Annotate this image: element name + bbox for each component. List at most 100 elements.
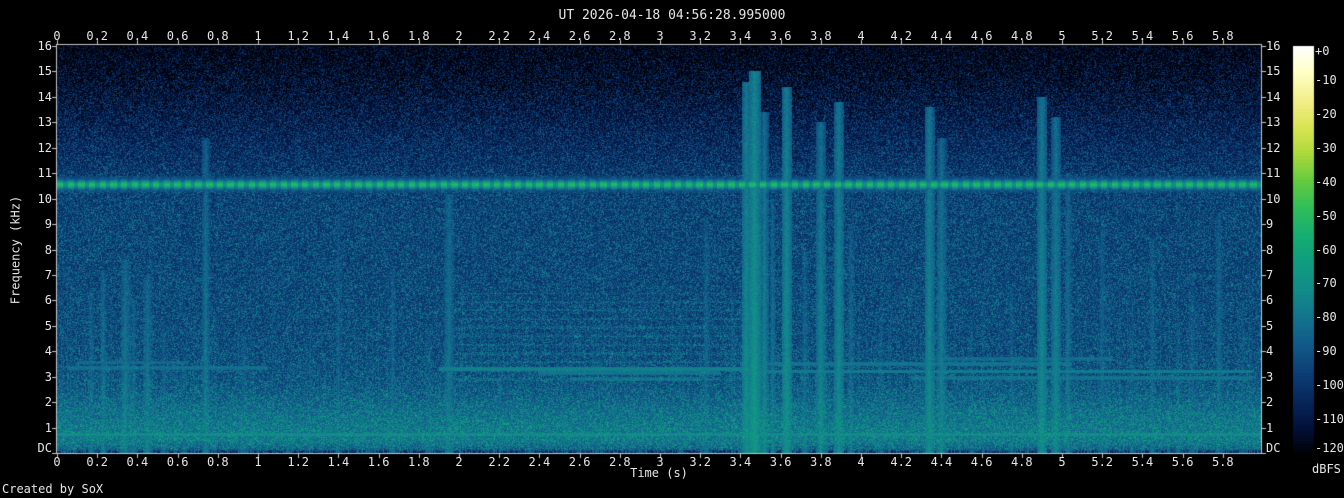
x-tick-label-top: 1.2 xyxy=(287,29,310,43)
y-tick-label-right: 14 xyxy=(1266,89,1281,104)
colorbar-tick-label: -70 xyxy=(1315,276,1337,291)
x-tick-label-bottom: 4.4 xyxy=(930,455,953,469)
x-tick-label-bottom: 2.8 xyxy=(608,455,631,469)
x-tick-label-top: 5 xyxy=(1058,29,1066,43)
y-tick-label-right: 3 xyxy=(1266,369,1274,384)
x-tick-label-bottom: 5.4 xyxy=(1131,455,1154,469)
x-tick-label-top: 1 xyxy=(254,29,262,43)
x-tick-label-bottom: 3 xyxy=(656,455,664,469)
y-tick-label-left: 11 xyxy=(37,166,52,181)
y-tick-label-left: 15 xyxy=(37,64,52,79)
x-tick-label-top: 1.8 xyxy=(407,29,430,43)
x-tick-label-bottom: 4.2 xyxy=(890,455,913,469)
x-tick-label-top: 1.6 xyxy=(367,29,390,43)
y-tick-label-right: 10 xyxy=(1266,191,1281,206)
y-tick-label-right: 6 xyxy=(1266,293,1274,308)
x-tick-label-top: 5.6 xyxy=(1171,29,1194,43)
y-tick-label-left: DC xyxy=(37,441,52,455)
y-tick-label-left: 7 xyxy=(44,267,52,282)
x-tick-label-top: 4 xyxy=(857,29,865,43)
x-tick-label-bottom: 1.4 xyxy=(327,455,350,469)
y-tick-label-left: 9 xyxy=(44,217,52,232)
x-tick-label-bottom: 5.8 xyxy=(1211,455,1234,469)
colorbar-tick-label: -60 xyxy=(1315,242,1337,257)
x-tick-label-bottom: 5.2 xyxy=(1091,455,1114,469)
x-tick-label-top: 2.8 xyxy=(608,29,631,43)
x-tick-label-bottom: 4.8 xyxy=(1010,455,1033,469)
x-tick-label-bottom: 5.6 xyxy=(1171,455,1194,469)
colorbar-tick-label: -50 xyxy=(1315,208,1337,223)
x-tick-label-top: 5.2 xyxy=(1091,29,1114,43)
sox-watermark: Created by SoX xyxy=(2,482,104,496)
x-tick-label-bottom: 0 xyxy=(53,455,61,469)
y-tick-label-right: 4 xyxy=(1266,344,1274,359)
x-tick-label-bottom: 0.4 xyxy=(126,455,149,469)
y-tick-label-left: 14 xyxy=(37,89,52,104)
y-tick-label-right: 2 xyxy=(1266,395,1274,410)
x-tick-label-bottom: 1.8 xyxy=(407,455,430,469)
x-tick-label-bottom: 0.8 xyxy=(206,455,229,469)
x-tick-label-top: 2.6 xyxy=(568,29,591,43)
colorbar-tick-label: -30 xyxy=(1315,140,1337,155)
x-tick-label-top: 2.2 xyxy=(488,29,511,43)
y-tick-label-left: 3 xyxy=(44,369,52,384)
y-tick-label-left: 12 xyxy=(37,140,52,155)
x-tick-label-top: 2.4 xyxy=(528,29,551,43)
y-tick-label-right: 13 xyxy=(1266,115,1281,130)
x-tick-label-bottom: 2.2 xyxy=(488,455,511,469)
x-tick-label-bottom: 4 xyxy=(857,455,865,469)
y-tick-label-right: 12 xyxy=(1266,140,1281,155)
y-tick-label-left: 1 xyxy=(44,420,52,435)
y-tick-label-left: 5 xyxy=(44,318,52,333)
y-tick-label-right: 7 xyxy=(1266,267,1274,282)
y-tick-label-left: 16 xyxy=(37,39,52,53)
y-tick-label-right: 9 xyxy=(1266,217,1274,232)
x-tick-label-bottom: 3.2 xyxy=(689,455,712,469)
x-tick-label-bottom: 2 xyxy=(455,455,463,469)
colorbar-tick-label: -120 xyxy=(1315,441,1344,455)
y-tick-label-left: 2 xyxy=(44,395,52,410)
x-tick-label-top: 0.8 xyxy=(206,29,229,43)
x-tick-label-bottom: 2.4 xyxy=(528,455,551,469)
x-tick-label-top: 0.4 xyxy=(126,29,149,43)
colorbar-tick-label: +0 xyxy=(1315,44,1330,58)
x-axis-title: Time (s) xyxy=(630,466,688,480)
x-tick-label-bottom: 2.6 xyxy=(568,455,591,469)
x-tick-label-top: 0.2 xyxy=(86,29,109,43)
colorbar-tick-label: -20 xyxy=(1315,106,1337,121)
x-tick-label-top: 0 xyxy=(53,29,61,43)
x-tick-label-bottom: 3.4 xyxy=(729,455,752,469)
y-tick-label-left: 8 xyxy=(44,242,52,257)
colorbar-tick-label: -40 xyxy=(1315,174,1337,189)
y-tick-label-left: 10 xyxy=(37,191,52,206)
colorbar-unit-label: dBFS xyxy=(1312,462,1341,476)
x-tick-label-top: 3 xyxy=(656,29,664,43)
x-tick-label-top: 4.8 xyxy=(1010,29,1033,43)
colorbar-tick-label: -90 xyxy=(1315,344,1337,359)
x-tick-label-top: 3.6 xyxy=(769,29,792,43)
x-tick-label-top: 5.4 xyxy=(1131,29,1154,43)
x-tick-label-bottom: 1.2 xyxy=(287,455,310,469)
x-tick-label-top: 3.8 xyxy=(809,29,832,43)
y-tick-label-right: 15 xyxy=(1266,64,1281,79)
x-tick-label-top: 3.2 xyxy=(689,29,712,43)
colorbar-tick-label: -10 xyxy=(1315,72,1337,87)
x-tick-label-top: 2 xyxy=(455,29,463,43)
x-tick-label-top: 4.2 xyxy=(890,29,913,43)
x-tick-label-bottom: 3.6 xyxy=(769,455,792,469)
x-tick-label-top: 5.8 xyxy=(1211,29,1234,43)
y-tick-label-left: 6 xyxy=(44,293,52,308)
x-tick-label-bottom: 1 xyxy=(254,455,262,469)
x-tick-label-bottom: 1.6 xyxy=(367,455,390,469)
y-tick-label-right: 1 xyxy=(1266,420,1274,435)
x-tick-label-top: 1.4 xyxy=(327,29,350,43)
y-tick-label-right: 5 xyxy=(1266,318,1274,333)
y-tick-label-right: 11 xyxy=(1266,166,1281,181)
y-tick-label-right: 8 xyxy=(1266,242,1274,257)
x-tick-label-top: 0.6 xyxy=(166,29,189,43)
y-tick-label-right: DC xyxy=(1266,441,1281,455)
y-tick-label-left: 13 xyxy=(37,115,52,130)
colorbar-tick-label: -80 xyxy=(1315,310,1337,325)
colorbar-tick-label: -110 xyxy=(1315,412,1344,427)
